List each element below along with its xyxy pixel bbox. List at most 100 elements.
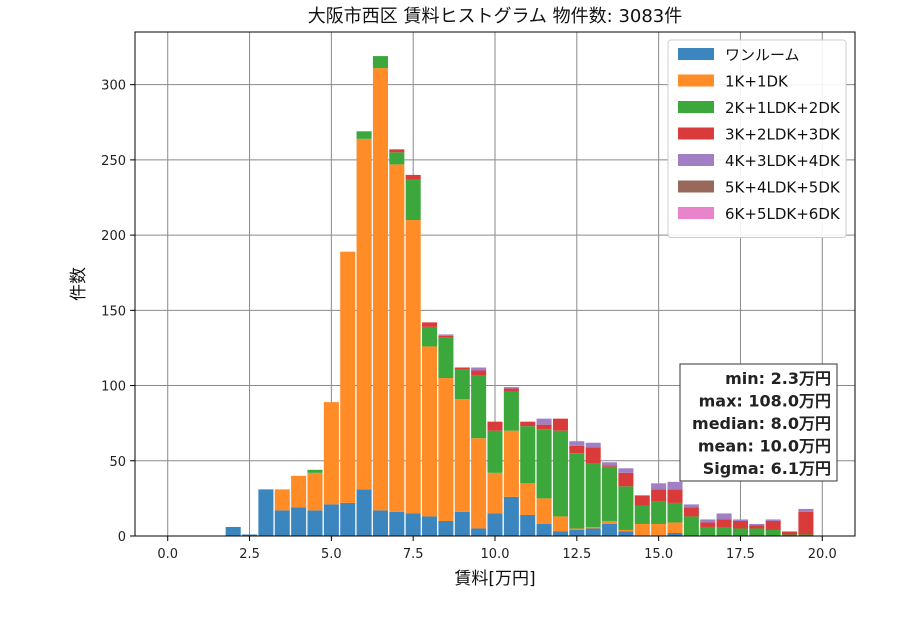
bar-2-bin-12 xyxy=(405,220,421,514)
chart-title: 大阪市西区 賃料ヒストグラム 物件数: 3083件 xyxy=(308,6,683,27)
x-tick-label: 15.0 xyxy=(644,547,673,562)
bar-3-bin-20 xyxy=(536,429,552,499)
bar-2-bin-20 xyxy=(536,498,552,524)
bar-2-bin-15 xyxy=(454,399,470,512)
bar-2-bin-11 xyxy=(389,164,405,512)
bar-4-bin-33 xyxy=(749,525,765,529)
legend-entry: 5K+4LDK+5DK xyxy=(725,179,841,197)
bar-1-bin-18 xyxy=(503,496,519,536)
x-tick-label: 20.0 xyxy=(808,547,837,562)
legend-entry: 3K+2LDK+3DK xyxy=(725,126,841,144)
bar-4-bin-29 xyxy=(683,507,699,517)
bar-1-bin-8 xyxy=(340,502,356,536)
stats-line: mean: 10.0万円 xyxy=(698,437,831,456)
bar-1-bin-25 xyxy=(618,531,634,536)
bar-2-bin-28 xyxy=(667,522,683,533)
bar-5-bin-27 xyxy=(651,483,667,490)
bar-3-bin-27 xyxy=(651,501,667,524)
bar-2-bin-23 xyxy=(585,526,601,529)
bar-5-bin-36 xyxy=(798,508,814,512)
bar-2-bin-27 xyxy=(651,523,667,536)
bar-2-bin-21 xyxy=(552,516,568,532)
bar-3-bin-29 xyxy=(683,516,699,536)
bar-2-bin-7 xyxy=(323,402,339,505)
bar-1-bin-24 xyxy=(602,523,618,536)
stats-frame xyxy=(679,363,838,482)
bar-4-bin-17 xyxy=(487,421,503,431)
bar-2-bin-14 xyxy=(438,378,454,521)
y-axis-ticks: 0 50 100 150 200 250 300 xyxy=(101,79,135,545)
bar-1-bin-22 xyxy=(569,529,585,536)
bar-5-bin-23 xyxy=(585,442,601,448)
bar-3-bin-31 xyxy=(716,526,732,536)
x-tick-label: 17.5 xyxy=(726,547,755,562)
bar-3-bin-9 xyxy=(356,131,372,139)
bar-4-bin-34 xyxy=(765,520,781,530)
bar-3-bin-25 xyxy=(618,486,634,530)
bar-3-bin-16 xyxy=(471,375,487,439)
bar-5-bin-34 xyxy=(765,519,781,521)
bars xyxy=(225,56,814,536)
bar-4-bin-27 xyxy=(651,489,667,502)
bar-1-bin-14 xyxy=(438,520,454,536)
y-tick-label: 250 xyxy=(101,154,126,169)
bar-3-bin-11 xyxy=(389,152,405,165)
bar-1-bin-17 xyxy=(487,513,503,536)
bar-4-bin-35 xyxy=(782,531,798,535)
bar-5-bin-25 xyxy=(618,468,634,473)
bar-1-bin-19 xyxy=(520,514,536,536)
legend-swatch xyxy=(678,207,714,219)
bar-1-bin-12 xyxy=(405,513,421,536)
bar-2-bin-4 xyxy=(274,489,290,511)
legend-swatch xyxy=(678,74,714,87)
legend-swatch xyxy=(678,101,714,113)
bar-4-bin-11 xyxy=(389,149,405,153)
y-tick-label: 100 xyxy=(101,380,126,395)
bar-3-bin-24 xyxy=(602,466,618,521)
bar-5-bin-16 xyxy=(471,367,487,371)
bar-1-bin-16 xyxy=(471,528,487,536)
bar-1-bin-4 xyxy=(274,510,290,536)
bar-1-bin-13 xyxy=(422,516,438,536)
y-tick-label: 50 xyxy=(109,455,126,470)
bar-3-bin-19 xyxy=(520,426,536,484)
x-tick-label: 2.5 xyxy=(239,547,260,562)
bar-1-bin-20 xyxy=(536,523,552,536)
bar-3-bin-13 xyxy=(422,326,438,347)
bar-1-bin-15 xyxy=(454,511,470,536)
bar-4-bin-23 xyxy=(585,447,601,464)
bar-5-bin-22 xyxy=(569,441,585,446)
x-tick-label: 7.5 xyxy=(403,547,424,562)
bar-1-bin-21 xyxy=(552,531,568,536)
x-tick-label: 10.0 xyxy=(481,547,510,562)
bar-3-bin-23 xyxy=(585,463,601,527)
bar-3-bin-30 xyxy=(700,526,716,536)
bar-1-bin-10 xyxy=(372,510,388,536)
bar-5-bin-29 xyxy=(683,504,699,508)
bar-3-bin-22 xyxy=(569,453,585,529)
bar-3-bin-28 xyxy=(667,502,683,523)
bar-1-bin-3 xyxy=(258,489,274,536)
bar-5-bin-32 xyxy=(732,519,748,521)
bar-4-bin-19 xyxy=(520,421,536,427)
bar-2-bin-10 xyxy=(372,68,388,511)
bar-1-bin-6 xyxy=(307,510,323,536)
bar-1-bin-23 xyxy=(585,528,601,536)
y-tick-label: 150 xyxy=(101,304,126,319)
bar-1-bin-1 xyxy=(225,526,241,536)
bar-3-bin-34 xyxy=(765,529,781,536)
stats-box: min: 2.3万円 max: 108.0万円 median: 8.0万円 mean:… xyxy=(679,363,838,482)
bar-3-bin-26 xyxy=(634,505,650,524)
legend-entry: 4K+3LDK+4DK xyxy=(725,152,841,170)
bar-2-bin-26 xyxy=(634,523,650,536)
bar-4-bin-16 xyxy=(471,370,487,376)
bar-2-bin-25 xyxy=(618,529,634,532)
bar-2-bin-8 xyxy=(340,251,356,503)
bar-2-bin-6 xyxy=(307,472,323,511)
legend: ワンルーム 1K+1DK 2K+1LDK+2DK 3K+2LDK+3DK 4K+3LDK… xyxy=(667,39,847,238)
legend-swatch xyxy=(678,180,714,193)
x-axis-ticks: 0.0 2.5 5.0 7.5 10.0 12.5 15.0 17.5 20.0 xyxy=(157,536,837,562)
bar-4-bin-14 xyxy=(438,335,454,338)
legend-entry: 6K+5LDK+6DK xyxy=(725,205,841,223)
